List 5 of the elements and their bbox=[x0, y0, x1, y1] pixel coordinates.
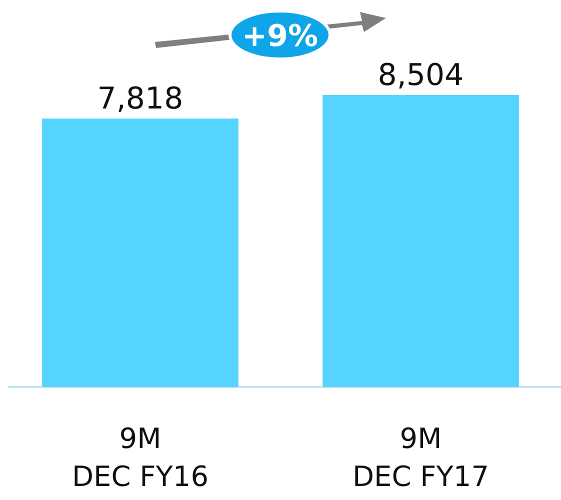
x-tick-label: 9M DEC FY17 bbox=[352, 422, 490, 493]
text: +9% bbox=[242, 19, 318, 54]
x-tick-label: 9M DEC FY16 bbox=[72, 422, 209, 493]
data-label: 8,504 bbox=[378, 58, 464, 93]
data-label: 7,818 bbox=[97, 82, 184, 117]
